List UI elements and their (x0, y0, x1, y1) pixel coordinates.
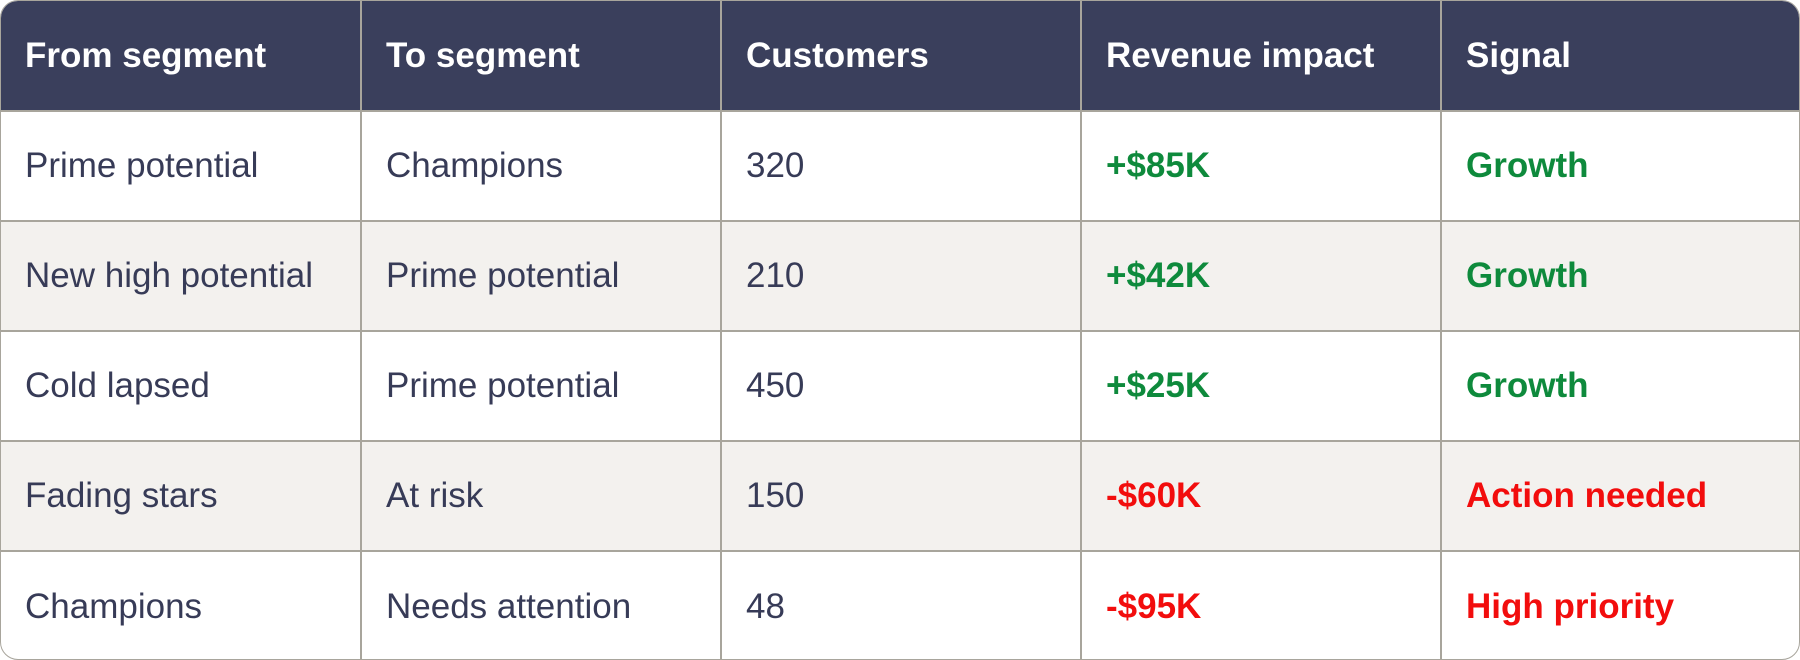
header-customers: Customers (721, 1, 1082, 111)
cell-signal: Growth (1441, 110, 1799, 221)
cell-signal: Action needed (1441, 440, 1799, 551)
cell-from-segment: Champions (1, 550, 362, 659)
table-row: New high potential Prime potential 210 +… (1, 220, 1799, 331)
cell-from-segment: New high potential (1, 220, 362, 331)
cell-revenue-impact: +$25K (1081, 330, 1442, 441)
cell-to-segment: Prime potential (361, 220, 722, 331)
table-row: Prime potential Champions 320 +$85K Grow… (1, 110, 1799, 221)
table-row: Champions Needs attention 48 -$95K High … (1, 550, 1799, 659)
table-row: Cold lapsed Prime potential 450 +$25K Gr… (1, 330, 1799, 441)
cell-customers: 210 (721, 220, 1082, 331)
cell-signal: Growth (1441, 220, 1799, 331)
cell-signal: High priority (1441, 550, 1799, 659)
cell-from-segment: Fading stars (1, 440, 362, 551)
cell-to-segment: Champions (361, 110, 722, 221)
table-row: Fading stars At risk 150 -$60K Action ne… (1, 440, 1799, 551)
cell-to-segment: Prime potential (361, 330, 722, 441)
header-revenue-impact: Revenue impact (1081, 1, 1442, 111)
table-header-row: From segment To segment Customers Revenu… (1, 1, 1799, 111)
cell-customers: 450 (721, 330, 1082, 441)
cell-to-segment: Needs attention (361, 550, 722, 659)
cell-from-segment: Cold lapsed (1, 330, 362, 441)
cell-from-segment: Prime potential (1, 110, 362, 221)
header-to-segment: To segment (361, 1, 722, 111)
cell-revenue-impact: -$60K (1081, 440, 1442, 551)
cell-customers: 48 (721, 550, 1082, 659)
cell-customers: 150 (721, 440, 1082, 551)
cell-revenue-impact: +$42K (1081, 220, 1442, 331)
header-signal: Signal (1441, 1, 1799, 111)
cell-to-segment: At risk (361, 440, 722, 551)
header-from-segment: From segment (1, 1, 362, 111)
cell-revenue-impact: +$85K (1081, 110, 1442, 221)
cell-customers: 320 (721, 110, 1082, 221)
cell-revenue-impact: -$95K (1081, 550, 1442, 659)
cell-signal: Growth (1441, 330, 1799, 441)
